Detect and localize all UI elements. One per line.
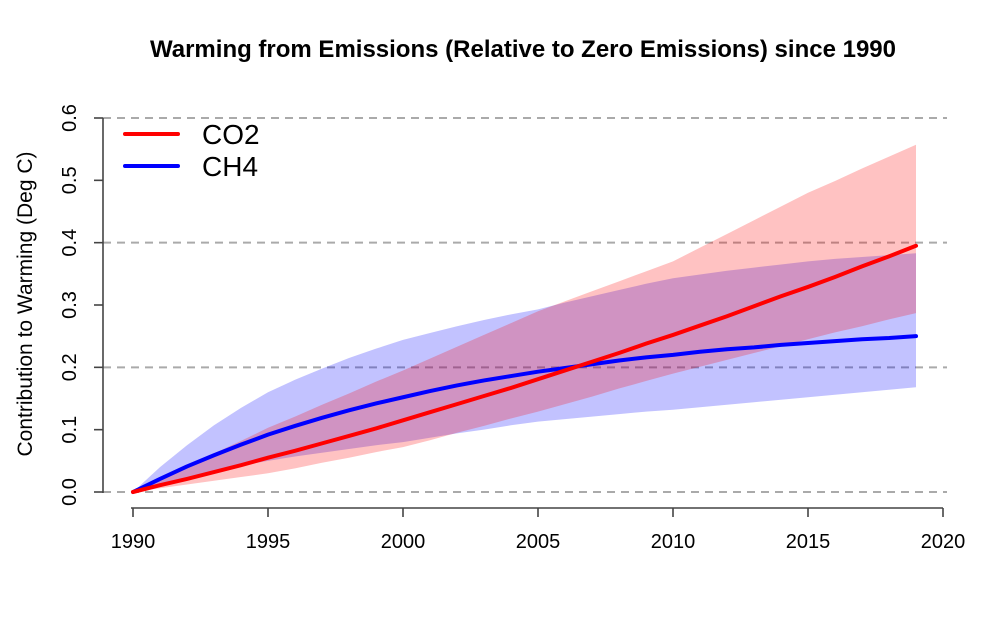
x-tick-label: 2015	[786, 531, 831, 553]
legend-ch4-label: CH4	[202, 151, 258, 182]
y-axis-title: Contribution to Warming (Deg C)	[14, 151, 37, 457]
x-tick-label: 2005	[516, 531, 561, 553]
chart-title: Warming from Emissions (Relative to Zero…	[149, 36, 896, 63]
y-tick-label: 0.4	[59, 229, 81, 257]
y-tick-label: 0.6	[59, 104, 81, 132]
x-tick-label: 1995	[246, 531, 291, 553]
x-tick-label: 2010	[651, 531, 696, 553]
x-tick-label: 1990	[111, 531, 156, 553]
x-tick-label: 2020	[921, 531, 966, 553]
y-tick-label: 0.3	[59, 291, 81, 319]
y-tick-label: 0.1	[59, 416, 81, 444]
x-tick-label: 2000	[381, 531, 426, 553]
legend-co2-label: CO2	[202, 119, 260, 150]
co2-line	[131, 243, 918, 494]
y-tick-label: 0.0	[59, 478, 81, 506]
ch4-line	[131, 334, 918, 494]
y-tick-label: 0.2	[59, 353, 81, 381]
co2-uncertainty-band	[133, 144, 916, 492]
y-tick-label: 0.5	[59, 166, 81, 194]
